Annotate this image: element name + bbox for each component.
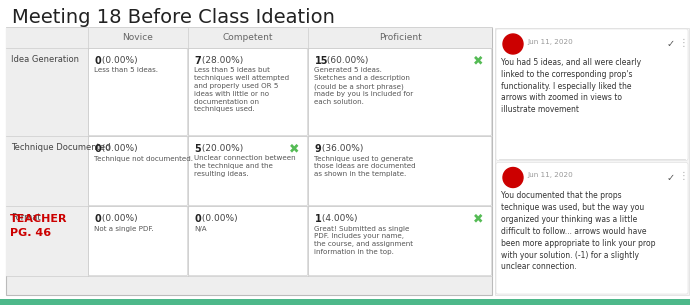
FancyBboxPatch shape [88, 137, 188, 206]
FancyBboxPatch shape [308, 48, 491, 135]
Text: (0.00%): (0.00%) [199, 214, 237, 223]
Text: 1: 1 [315, 214, 322, 224]
Circle shape [503, 167, 523, 188]
Text: 9: 9 [315, 143, 322, 153]
Text: TEACHER
PG. 46: TEACHER PG. 46 [10, 214, 68, 238]
Text: (4.00%): (4.00%) [319, 214, 357, 223]
Text: 0: 0 [95, 56, 101, 66]
Text: Not a single PDF.: Not a single PDF. [95, 225, 154, 231]
FancyBboxPatch shape [496, 163, 688, 294]
Text: You had 5 ideas, and all were clearly
linked to the corresponding prop's
functio: You had 5 ideas, and all were clearly li… [501, 58, 641, 114]
Text: Jun 11, 2020: Jun 11, 2020 [527, 173, 573, 178]
Bar [6, 136, 88, 206]
Text: ✖: ✖ [473, 213, 483, 225]
Text: ✓: ✓ [667, 39, 675, 49]
Text: Proficient: Proficient [379, 34, 422, 42]
Text: (28.00%): (28.00%) [199, 56, 244, 64]
Text: Novice: Novice [123, 34, 153, 42]
Text: ✖: ✖ [473, 55, 483, 67]
FancyBboxPatch shape [188, 137, 308, 206]
Text: (0.00%): (0.00%) [99, 214, 137, 223]
Text: (20.00%): (20.00%) [199, 143, 244, 152]
Text: 5: 5 [195, 143, 201, 153]
FancyBboxPatch shape [496, 29, 688, 160]
Bar [495, 28, 689, 295]
Text: (60.00%): (60.00%) [324, 56, 368, 64]
Text: Meeting 18 Before Class Ideation: Meeting 18 Before Class Ideation [12, 8, 335, 27]
Text: 7: 7 [195, 56, 201, 66]
Text: Great! Submitted as single
PDF. Includes your name,
the course, and assignment
i: Great! Submitted as single PDF. Includes… [315, 225, 413, 255]
FancyBboxPatch shape [188, 48, 308, 135]
Text: You documented that the props
technique was used, but the way you
organized your: You documented that the props technique … [501, 192, 656, 271]
Text: Competent: Competent [223, 34, 273, 42]
Text: (0.00%): (0.00%) [99, 143, 137, 152]
Text: Technique not documented.: Technique not documented. [95, 156, 193, 162]
Bar [6, 28, 492, 48]
Text: Technique used to generate
those ideas are documented
as shown in the template.: Technique used to generate those ideas a… [315, 156, 416, 177]
Text: Idea Generation: Idea Generation [11, 55, 79, 64]
Text: Jun 11, 2020: Jun 11, 2020 [527, 39, 573, 45]
FancyBboxPatch shape [308, 137, 491, 206]
Text: (36.00%): (36.00%) [319, 143, 364, 152]
FancyBboxPatch shape [88, 206, 188, 275]
Text: Technique Documented: Technique Documented [11, 143, 110, 152]
FancyBboxPatch shape [6, 28, 492, 295]
Bar [0, 299, 690, 305]
Circle shape [503, 34, 523, 54]
Bar [6, 206, 88, 276]
Text: 15: 15 [315, 56, 328, 66]
FancyBboxPatch shape [88, 48, 188, 135]
Text: (0.00%): (0.00%) [99, 56, 137, 64]
Text: Unclear connection between
the technique and the
resulting ideas.: Unclear connection between the technique… [195, 156, 296, 177]
Text: N/A: N/A [195, 225, 207, 231]
Text: Less than 5 ideas.: Less than 5 ideas. [95, 67, 159, 74]
Text: Less than 5 ideas but
techniques well attempted
and properly used OR 5
ideas wit: Less than 5 ideas but techniques well at… [195, 67, 290, 112]
Text: ⋮: ⋮ [679, 171, 689, 181]
Text: 0: 0 [195, 214, 201, 224]
Text: 0: 0 [95, 214, 101, 224]
Bar [6, 48, 88, 136]
Text: Generated 5 ideas.
Sketches and a description
(could be a short phrase)
made by : Generated 5 ideas. Sketches and a descri… [315, 67, 414, 105]
Text: ✖: ✖ [288, 142, 299, 156]
Text: ⋮: ⋮ [679, 38, 689, 48]
Text: Format: Format [11, 213, 41, 222]
Text: ✓: ✓ [667, 173, 675, 182]
FancyBboxPatch shape [308, 206, 491, 275]
FancyBboxPatch shape [188, 206, 308, 275]
Text: 0: 0 [95, 143, 101, 153]
